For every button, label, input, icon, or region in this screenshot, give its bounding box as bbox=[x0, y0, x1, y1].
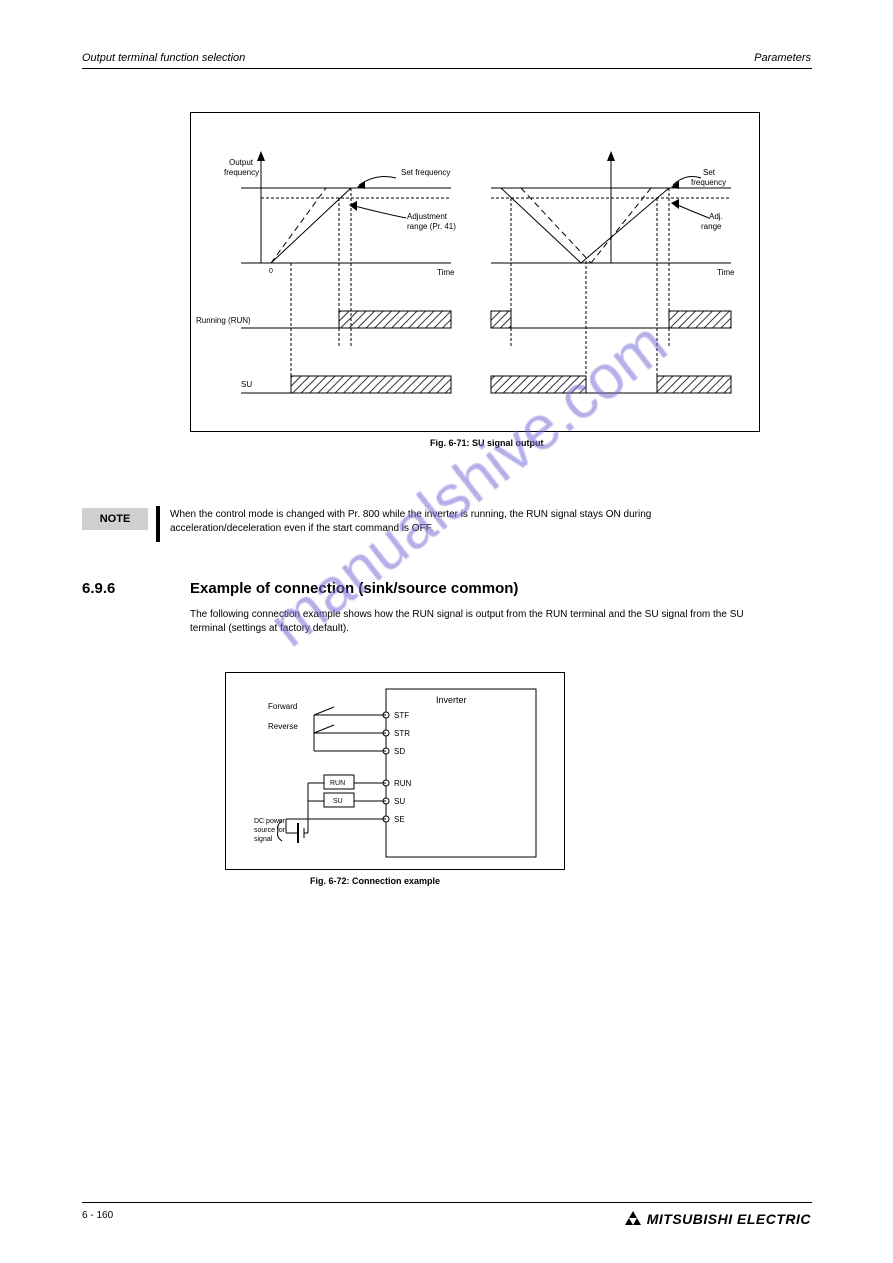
section-title: Example of connection (sink/source commo… bbox=[190, 580, 518, 597]
footer-logo-text: MITSUBISHI ELECTRIC bbox=[647, 1211, 811, 1227]
header-rule bbox=[82, 68, 812, 69]
svg-text:range (Pr. 41): range (Pr. 41) bbox=[407, 222, 456, 231]
figure2-caption-text: Fig. 6-72: Connection example bbox=[310, 876, 440, 886]
svg-text:Set frequency: Set frequency bbox=[401, 168, 450, 177]
svg-text:source for: source for bbox=[254, 827, 286, 834]
svg-text:STF: STF bbox=[394, 711, 409, 720]
svg-text:range: range bbox=[701, 222, 722, 231]
figure-connection: Inverter STF STR SD RUN SU SE Forward Re… bbox=[225, 672, 565, 870]
svg-text:Time: Time bbox=[437, 268, 455, 277]
svg-text:RUN: RUN bbox=[394, 779, 412, 788]
svg-text:frequency: frequency bbox=[691, 178, 726, 187]
note-text: When the control mode is changed with Pr… bbox=[170, 508, 760, 536]
figure1-caption-text: Fig. 6-71: SU signal output bbox=[430, 438, 544, 448]
connection-svg: Inverter STF STR SD RUN SU SE Forward Re… bbox=[226, 673, 564, 869]
section-body: The following connection example shows h… bbox=[190, 608, 760, 636]
svg-text:SU: SU bbox=[394, 797, 405, 806]
svg-text:Adjustment: Adjustment bbox=[407, 212, 448, 221]
section-number: 6.9.6 bbox=[82, 580, 115, 597]
figure1-caption: Fig. 6-71: SU signal output bbox=[430, 438, 544, 448]
svg-text:Time: Time bbox=[717, 268, 735, 277]
svg-text:signal: signal bbox=[254, 836, 273, 843]
svg-text:Set: Set bbox=[703, 168, 716, 177]
note-bar bbox=[156, 506, 160, 542]
footer-rule bbox=[82, 1202, 812, 1203]
svg-text:STR: STR bbox=[394, 729, 410, 738]
header-left: Output terminal function selection bbox=[82, 52, 245, 64]
svg-text:SD: SD bbox=[394, 747, 405, 756]
svg-text:0: 0 bbox=[269, 268, 273, 275]
su-signal-svg: Set frequency Adjustment range (Pr. 41) … bbox=[191, 113, 759, 431]
svg-text:Reverse: Reverse bbox=[268, 722, 298, 731]
figure-su-signal: Set frequency Adjustment range (Pr. 41) … bbox=[190, 112, 760, 432]
figure2-caption: Fig. 6-72: Connection example bbox=[310, 876, 440, 886]
svg-text:Running (RUN): Running (RUN) bbox=[196, 316, 251, 325]
svg-text:frequency: frequency bbox=[224, 168, 259, 177]
header-right: Parameters bbox=[754, 52, 811, 64]
page-number: 6 - 160 bbox=[82, 1210, 113, 1221]
note-badge: NOTE bbox=[82, 508, 148, 530]
mitsubishi-icon bbox=[623, 1211, 643, 1229]
svg-text:Forward: Forward bbox=[268, 702, 297, 711]
svg-text:Output: Output bbox=[229, 158, 254, 167]
inverter-label: Inverter bbox=[436, 695, 467, 705]
footer-logo: MITSUBISHI ELECTRIC bbox=[623, 1211, 811, 1229]
svg-text:Adj.: Adj. bbox=[709, 212, 723, 221]
svg-text:SE: SE bbox=[394, 815, 405, 824]
svg-text:SU: SU bbox=[333, 798, 343, 805]
svg-text:RUN: RUN bbox=[330, 780, 345, 787]
svg-text:SU: SU bbox=[241, 380, 252, 389]
